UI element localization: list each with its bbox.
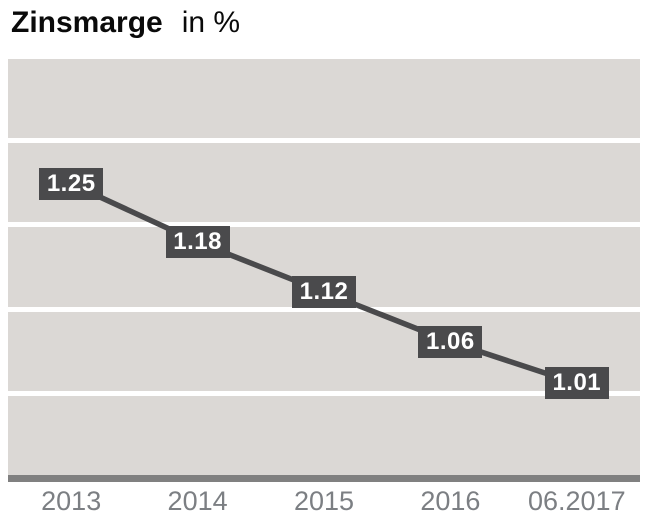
chart-unit-label: in %: [181, 6, 241, 39]
x-tick-label-06.2017: 06.2017: [527, 486, 626, 516]
x-tick-label-2015: 2015: [293, 486, 355, 516]
x-tick-label-2016: 2016: [420, 486, 481, 516]
chart-title: Zinsmarge in %: [11, 6, 240, 40]
trend-line-layer: [70, 181, 578, 387]
data-point-label-2016: 1.06: [418, 325, 483, 358]
x-axis-line: [8, 475, 640, 482]
plot-area: 1.25 1.18 1.12 1.06 1.01: [8, 59, 640, 475]
chart-band: [8, 143, 640, 223]
chart-band: [8, 395, 640, 475]
x-tick-label-2014: 2014: [167, 486, 228, 516]
data-point-label-2014: 1.18: [165, 226, 230, 259]
chart-band: [8, 311, 640, 391]
chart-title-text: Zinsmarge: [11, 6, 163, 39]
data-point-label-2015: 1.12: [292, 275, 356, 308]
data-point-label-06.2017: 1.01: [544, 367, 609, 400]
chart-band: [8, 59, 640, 139]
x-tick-label-2013: 2013: [41, 486, 102, 516]
data-point-label-2013: 1.25: [39, 167, 104, 200]
